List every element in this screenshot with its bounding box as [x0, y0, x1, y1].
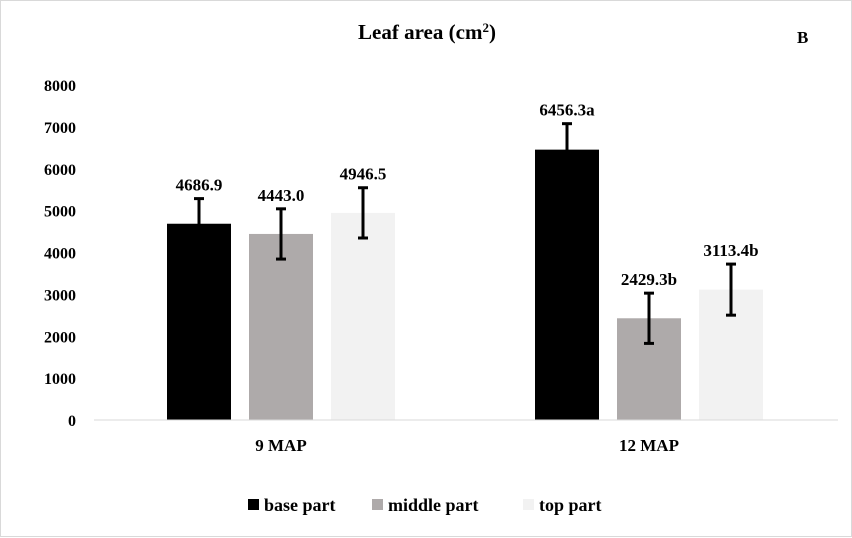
y-tick-label: 7000 — [44, 120, 76, 137]
data-label: 6456.3a — [539, 101, 595, 120]
chart-title: Leaf area (cm2) — [358, 20, 496, 44]
y-tick-label: 3000 — [44, 287, 76, 304]
data-label: 4443.0 — [258, 186, 305, 205]
bar-middle-part-9-MAP — [249, 233, 313, 420]
chart-title-close: ) — [489, 20, 496, 44]
y-tick-label: 1000 — [44, 371, 76, 388]
bar-base-part-9-MAP — [167, 223, 231, 420]
y-tick-label: 5000 — [44, 204, 76, 221]
data-labels: 4686.9 6456.3a 4443.0 2429.3b 4946.5 3113.4b — [176, 101, 759, 289]
bar-base-part-12-MAP — [535, 149, 599, 420]
legend-label: top part — [539, 495, 602, 515]
legend-swatch — [248, 499, 259, 510]
y-tick-label: 0 — [68, 413, 76, 430]
data-label: 4946.5 — [340, 165, 387, 184]
legend-label: middle part — [388, 495, 479, 515]
error-bars — [194, 122, 736, 345]
y-tick-label: 6000 — [44, 162, 76, 179]
category-label: 12 MAP — [619, 436, 679, 455]
bar-top-part-9-MAP — [331, 212, 395, 420]
y-axis-ticks: 0 1000 2000 3000 4000 5000 6000 7000 8000 — [44, 78, 76, 430]
legend: base part middle part top part — [248, 495, 602, 515]
category-labels: 9 MAP 12 MAP — [255, 436, 679, 455]
legend-swatch — [523, 499, 534, 510]
panel-label: B — [797, 28, 808, 47]
data-label: 4686.9 — [176, 176, 223, 195]
legend-swatch — [372, 499, 383, 510]
y-tick-label: 4000 — [44, 246, 76, 263]
data-label: 2429.3b — [621, 270, 677, 289]
chart-title-text: Leaf area (cm — [358, 20, 483, 44]
data-label: 3113.4b — [703, 241, 758, 260]
bars — [167, 149, 763, 420]
legend-label: base part — [264, 495, 336, 515]
category-label: 9 MAP — [255, 436, 306, 455]
y-tick-label: 2000 — [44, 329, 76, 346]
chart-title-superscript: 2 — [482, 20, 489, 35]
y-tick-label: 8000 — [44, 78, 76, 95]
